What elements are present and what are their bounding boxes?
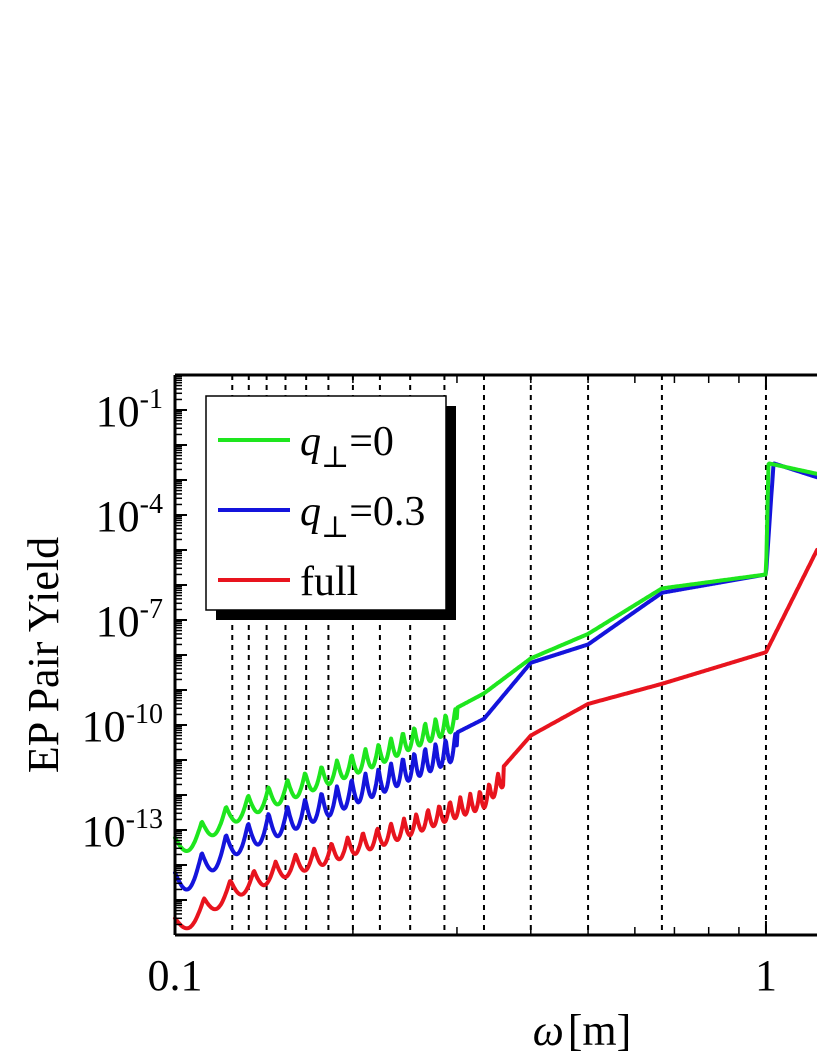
y-axis-label: EP Pair Yield: [19, 537, 68, 773]
legend-label-0: q⊥=0: [300, 419, 394, 474]
legend-label-1: q⊥=0.3: [300, 489, 425, 544]
axis-labels: 0.1 1 10-1 10-4 10-7 10-10 10-13 ω[m] EP Pair Yi…: [19, 384, 777, 1055]
legend-box: [205, 395, 447, 611]
y-tick-label-0: 10-1: [96, 384, 163, 436]
plot-area: [173, 373, 817, 937]
x-axis-label: ω[m]: [533, 1006, 632, 1055]
y-tick-label-3: 10-10: [82, 699, 163, 751]
y-tick-label-1: 10-4: [96, 489, 163, 541]
y-tick-label-4: 10-13: [82, 804, 163, 856]
series-line-2: [173, 461, 817, 853]
legend-label-2: full: [300, 559, 358, 605]
x-tick-label-0: 0.1: [148, 951, 203, 1000]
axes: [173, 373, 817, 937]
series-line-1: [173, 461, 817, 892]
x-tick-label-1: 1: [755, 951, 777, 1000]
series-line-0: [173, 548, 817, 931]
y-tick-label-2: 10-7: [96, 594, 163, 646]
legend: q⊥=0 q⊥=0.3 full: [205, 395, 456, 620]
series-layer: [173, 461, 817, 931]
